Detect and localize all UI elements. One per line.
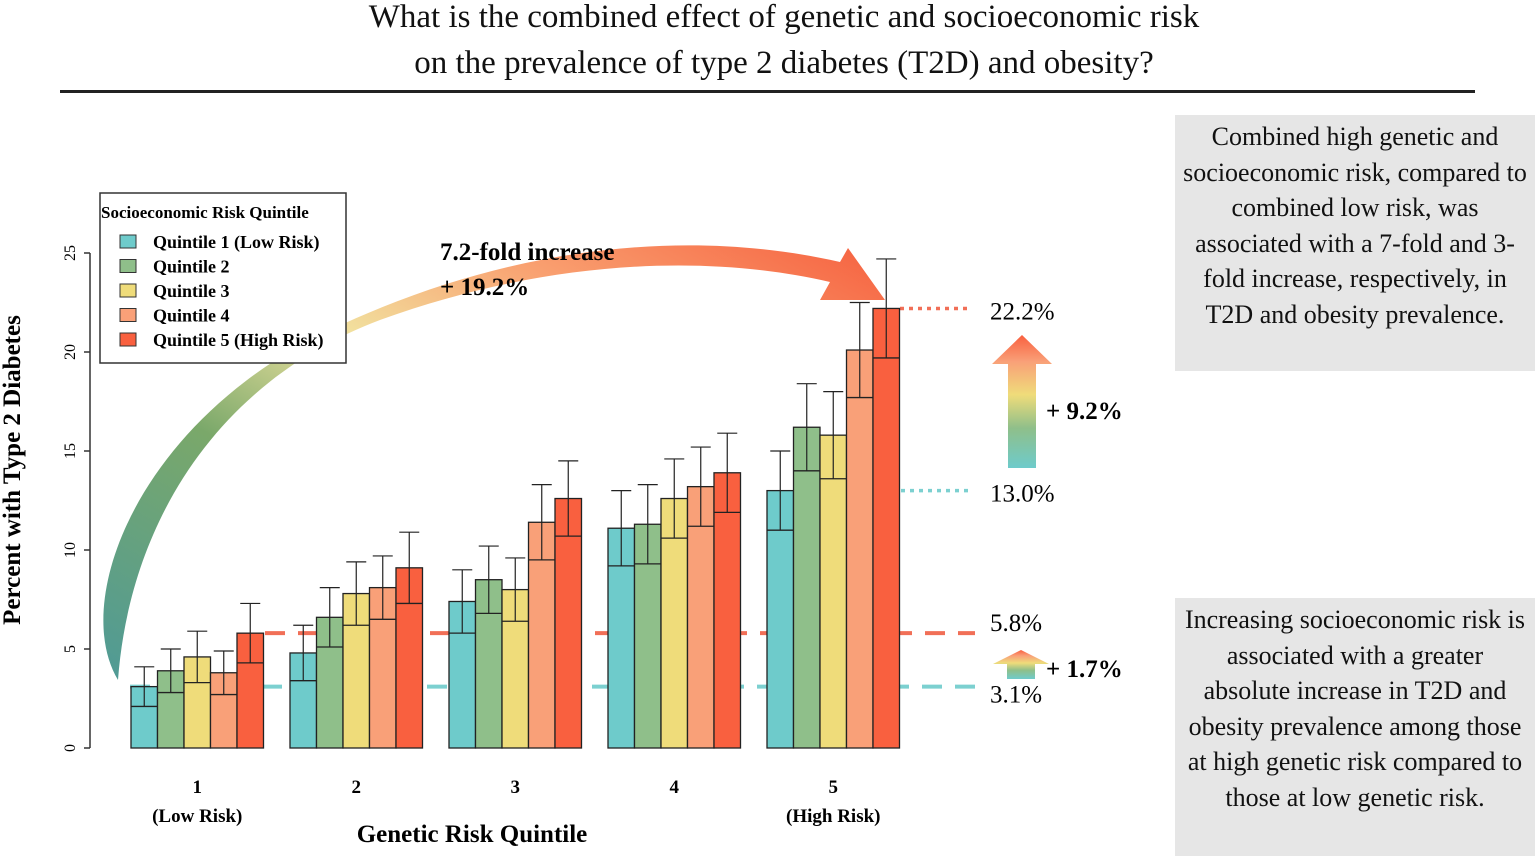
legend-entry: Quintile 5 (High Risk)	[153, 330, 324, 351]
bar	[792, 426, 821, 749]
x-tick-label: 5	[829, 777, 839, 798]
y-tick-label: 20	[62, 344, 79, 360]
legend-swatch	[119, 259, 137, 273]
y-axis-label: Percent with Type 2 Diabetes	[0, 315, 26, 625]
x-tick-sublabel: (High Risk)	[786, 806, 881, 827]
legend: Socioeconomic Risk Quintile Quintile 1 (L…	[99, 192, 347, 364]
bar	[554, 497, 583, 749]
low-genetic-increase-label: + 1.7%	[1046, 656, 1123, 683]
summary-box-absolute-increase: Increasing socioeconomic risk is associa…	[1175, 598, 1535, 856]
x-tick-label: 2	[352, 777, 362, 798]
x-tick-label: 4	[670, 777, 680, 798]
high-genetic-up-arrow	[992, 335, 1052, 468]
bar	[686, 485, 715, 749]
y-tick-label: 15	[62, 443, 79, 459]
x-tick-sublabel: (Low Risk)	[152, 806, 242, 827]
y-tick-label: 0	[62, 744, 79, 752]
x-tick-label: 3	[511, 777, 521, 798]
legend-entry: Quintile 3	[153, 281, 230, 301]
reference-line-label: 13.0%	[990, 481, 1055, 508]
x-axis-label: Genetic Risk Quintile	[357, 821, 588, 848]
bar	[819, 434, 848, 749]
figure-title: What is the combined effect of genetic a…	[0, 0, 1536, 86]
legend-title: Socioeconomic Risk Quintile	[101, 203, 309, 222]
legend-frame	[99, 192, 347, 364]
y-tick-label: 25	[62, 245, 79, 261]
reference-line-label: 22.2%	[990, 298, 1055, 325]
reference-line-label: 5.8%	[990, 610, 1042, 637]
title-divider	[60, 90, 1475, 93]
low-genetic-up-arrow	[993, 650, 1049, 679]
y-tick-label: 10	[62, 542, 79, 558]
legend-swatch	[119, 234, 137, 249]
legend-entry: Quintile 1 (Low Risk)	[153, 232, 320, 253]
summary-box-combined-risk: Combined high genetic and socioeconomic …	[1175, 115, 1535, 371]
legend-swatch	[119, 332, 137, 347]
curved-arrow-label-absolute: + 19.2%	[440, 274, 529, 301]
y-tick-label: 5	[62, 645, 79, 653]
curved-arrow-label-fold: 7.2-fold increase	[440, 239, 615, 266]
legend-swatch	[119, 283, 137, 298]
bar	[872, 307, 901, 749]
legend-entry: Quintile 4	[153, 306, 230, 326]
high-genetic-increase-label: + 9.2%	[1046, 398, 1123, 425]
title-line-2: on the prevalence of type 2 diabetes (T2…	[414, 45, 1154, 81]
legend-swatch	[119, 308, 137, 322]
reference-line-label: 3.1%	[990, 682, 1042, 709]
x-tick-label: 1	[193, 777, 203, 798]
legend-entry: Quintile 2	[153, 257, 230, 277]
title-line-1: What is the combined effect of genetic a…	[368, 0, 1200, 35]
bar	[713, 472, 742, 749]
bar	[845, 349, 874, 749]
